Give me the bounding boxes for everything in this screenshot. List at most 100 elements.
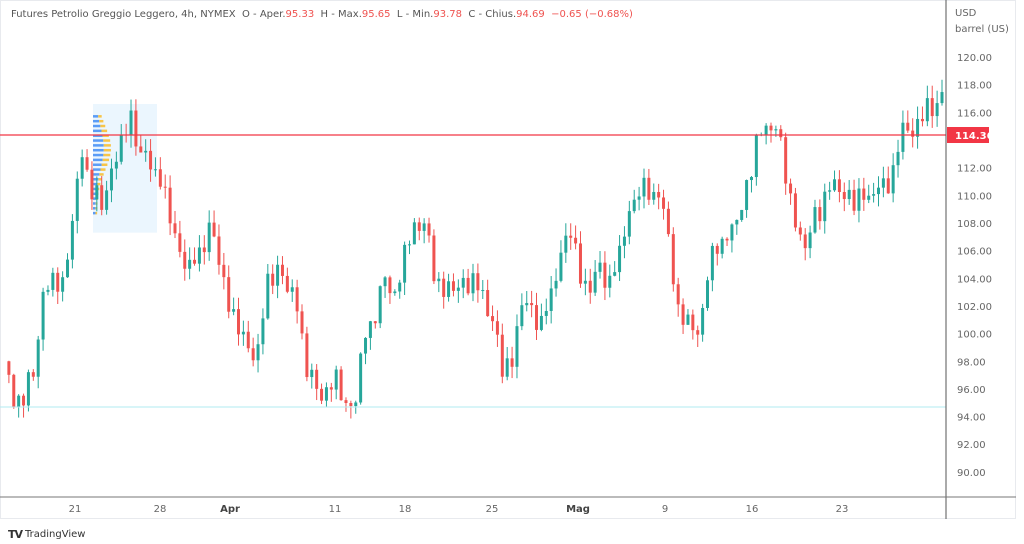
candle-body: [153, 169, 157, 171]
candle-body: [476, 273, 480, 291]
candle-body: [515, 326, 519, 367]
price-tick-label: 116.00: [957, 108, 992, 119]
candle: [823, 183, 827, 234]
candle-body: [61, 277, 65, 292]
candle-body: [451, 281, 455, 291]
candle: [603, 251, 607, 301]
candle: [476, 263, 480, 303]
volume-profile-bar: [103, 144, 111, 147]
candle: [232, 297, 236, 316]
candle: [368, 320, 372, 350]
price-tick-label: 112.00: [957, 164, 992, 175]
candle-body: [105, 190, 109, 210]
candle: [495, 310, 499, 347]
time-tick-label: 25: [486, 504, 499, 515]
volume-profile-bar: [93, 207, 96, 210]
candle: [36, 335, 40, 389]
candle: [398, 279, 402, 299]
candle: [207, 210, 211, 261]
price-tick-label: 90.00: [957, 468, 986, 479]
candle: [818, 199, 822, 230]
candle: [911, 118, 915, 148]
candle-body: [271, 273, 275, 286]
candle: [891, 153, 895, 203]
candle: [520, 293, 524, 331]
candle: [779, 125, 783, 141]
candle: [109, 158, 113, 203]
volume-profile-bar: [103, 139, 111, 142]
volume-profile-bar: [93, 178, 99, 181]
candle: [642, 168, 646, 209]
time-tick-label: 21: [69, 504, 82, 515]
candle: [784, 132, 788, 195]
candle-body: [202, 247, 206, 253]
candle: [803, 228, 807, 261]
candle-body: [930, 98, 934, 117]
candle: [163, 174, 167, 199]
candle: [388, 275, 392, 304]
volume-profile-bar: [93, 182, 98, 186]
candle: [730, 223, 734, 253]
volume-profile-bar: [103, 148, 111, 152]
price-tick-label: 92.00: [957, 440, 986, 451]
candle: [134, 99, 138, 156]
tradingview-logo[interactable]: TV TradingView: [8, 528, 85, 541]
candle: [212, 210, 216, 238]
candle-body: [491, 316, 495, 322]
candle: [872, 182, 876, 203]
volume-profile-bar: [93, 158, 103, 162]
candle-body: [925, 98, 929, 122]
candle-body: [26, 372, 30, 406]
candle-body: [701, 307, 705, 335]
candle-body: [920, 118, 924, 122]
candle-body: [22, 395, 26, 406]
candle-body: [315, 369, 319, 389]
candle: [237, 297, 240, 346]
candle-body: [539, 315, 543, 330]
candle-body: [710, 245, 714, 281]
candle-body: [310, 369, 314, 378]
candle: [197, 235, 201, 272]
candle: [85, 149, 89, 172]
candle-body: [720, 238, 724, 254]
candle: [31, 369, 35, 381]
candle-body: [872, 194, 876, 196]
candle-body: [510, 358, 514, 367]
candle-body: [217, 236, 221, 265]
candle: [686, 309, 690, 325]
candle-body: [237, 309, 240, 335]
price-axis-unit: USD: [955, 8, 977, 19]
candle-body: [85, 157, 89, 170]
candle: [833, 170, 837, 192]
candle: [745, 179, 749, 218]
candle: [461, 269, 465, 299]
candle: [280, 256, 284, 285]
candle-body: [696, 330, 700, 335]
candle-body: [500, 334, 504, 377]
candle-body: [100, 185, 104, 210]
candle: [90, 161, 94, 210]
volume-profile-bar: [99, 173, 104, 176]
candle-body: [652, 191, 656, 200]
candle: [70, 214, 74, 269]
price-tick-label: 110.00: [957, 191, 992, 202]
candle-body: [368, 321, 372, 338]
candle-body: [857, 188, 861, 211]
candle-body: [569, 235, 573, 238]
volume-profile-bar: [93, 153, 104, 157]
candle-body: [725, 238, 729, 241]
candle-body: [134, 110, 138, 147]
price-chart[interactable]: USD barrel (US) 120.00 118.00 116.00 112.00 11…: [0, 0, 1016, 519]
candle: [202, 235, 206, 265]
volume-profile-bar: [93, 173, 100, 176]
candle: [46, 285, 50, 296]
candle: [740, 209, 744, 222]
candle-body: [808, 232, 812, 249]
candle-body: [66, 259, 70, 278]
candle: [886, 166, 890, 194]
candle-body: [251, 348, 255, 361]
symbol-title[interactable]: Futures Petrolio Greggio Leggero, 4h, NY…: [11, 9, 236, 20]
candle-body: [774, 129, 778, 131]
price-tick-label: 108.00: [957, 219, 992, 230]
candle-body: [764, 125, 768, 135]
